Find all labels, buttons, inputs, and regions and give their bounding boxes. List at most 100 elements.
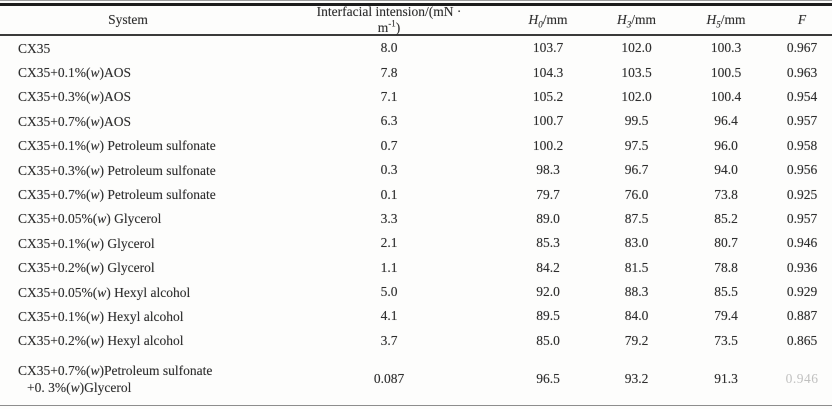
system-cell: CX35+0.1%(w)AOS [0, 64, 300, 81]
system-name-line1: CX35 [18, 40, 51, 56]
h5-cell: 80.7 [714, 235, 738, 251]
h0-cell: 92.0 [536, 284, 560, 300]
column-header-system: System [0, 12, 300, 28]
table-header-row: System Interfacial intension/(mN · m-1) … [0, 4, 832, 36]
h0-cell: 84.2 [536, 259, 560, 275]
tension-cell: 3.7 [380, 332, 398, 348]
h5-cell: 100.3 [710, 40, 742, 56]
h5-cell: 94.0 [714, 162, 738, 178]
h0-cell: 98.3 [536, 162, 560, 178]
f-cell: 0.956 [786, 162, 818, 178]
table-row: CX35+0.1%(w)AOS 7.8 104.3 103.5 100.5 0.… [0, 60, 832, 84]
f-cell: 0.936 [786, 259, 818, 275]
table-row: CX35+0.1%(w) Glycerol 2.1 85.3 83.0 80.7… [0, 231, 832, 255]
h5-cell: 96.4 [714, 113, 738, 129]
system-name-line1: CX35+0.2%(w) Glycerol [18, 260, 155, 276]
system-name-line1: CX35+0.3%(w)AOS [18, 89, 132, 105]
column-header-system-label: System [108, 12, 148, 27]
table-row: CX35+0.05%(w) Glycerol 3.3 89.0 87.5 85.… [0, 207, 832, 231]
tension-cell: 7.8 [380, 64, 398, 80]
h5-cell: 100.4 [710, 88, 742, 104]
tension-header-text: Interfacial intension/(mN · m [316, 4, 462, 35]
h3-cell: 88.3 [624, 284, 649, 300]
h0-variable: H [528, 12, 539, 27]
h0-cell: 96.5 [536, 371, 560, 387]
f-cell: 0.887 [786, 308, 818, 324]
h3-cell: 97.5 [624, 137, 649, 153]
column-header-h0: H0/mm [468, 12, 592, 30]
system-cell: CX35+0.7%(w)Petroleum sulfonate +0. 3%(w)… [0, 362, 300, 396]
h3-cell: 96.7 [624, 162, 649, 178]
h3-cell: 87.5 [624, 210, 649, 226]
system-cell: CX35+0.3%(w) Petroleum sulfonate [0, 162, 300, 179]
table-row: CX35+0.1%(w) Hexyl alcohol 4.1 89.5 84.0… [0, 304, 832, 328]
tension-cell: 3.3 [380, 210, 398, 226]
tension-cell: 0.7 [380, 137, 398, 153]
system-name-line1: CX35+0.3%(w) Petroleum sulfonate [18, 162, 216, 178]
h3-cell: 83.0 [624, 235, 649, 251]
h5-cell: 85.2 [714, 210, 738, 226]
system-cell: CX35 [0, 40, 300, 57]
h3-cell: 103.5 [621, 64, 652, 80]
f-cell: 0.865 [786, 332, 818, 348]
system-cell: CX35+0.7%(w) Petroleum sulfonate [0, 186, 300, 203]
tension-cell: 7.1 [380, 88, 398, 104]
h5-subscript: 5 [716, 19, 721, 30]
h3-variable: H [616, 12, 627, 27]
h3-subscript: 3 [626, 19, 632, 30]
h5-cell: 96.0 [714, 137, 738, 153]
h0-subscript: 0 [538, 19, 543, 30]
system-cell: CX35+0.1%(w) Petroleum sulfonate [0, 137, 300, 154]
tension-cell: 5.0 [380, 284, 398, 300]
h0-cell: 105.2 [532, 88, 564, 104]
top-thick-rule [0, 3, 832, 6]
table-row: CX35+0.05%(w) Hexyl alcohol 5.0 92.0 88.… [0, 280, 832, 304]
h0-cell: 85.3 [536, 235, 560, 251]
tension-cell: 4.1 [380, 308, 398, 324]
top-thin-rule [0, 0, 832, 1]
h3-cell: 102.0 [621, 40, 652, 56]
system-name-line1: CX35+0.7%(w)AOS [18, 113, 132, 129]
column-header-tension: Interfacial intension/(mN · m-1) [300, 4, 468, 36]
h3-cell: 99.5 [624, 113, 649, 129]
tension-cell: 0.087 [373, 371, 405, 387]
header-separator-rule [0, 34, 832, 36]
f-cell: 0.946 [785, 371, 819, 387]
table-row: CX35+0.2%(w) Hexyl alcohol 3.7 85.0 79.2… [0, 329, 832, 353]
h3-cell: 79.2 [624, 332, 649, 348]
system-name-line1: CX35+0.1%(w)AOS [18, 65, 132, 81]
table-row: CX35+0.7%(w)Petroleum sulfonate +0. 3%(w)… [0, 353, 832, 405]
h5-cell: 100.5 [710, 64, 742, 80]
tension-header-close-paren: ) [395, 20, 401, 35]
h0-cell: 104.3 [532, 64, 564, 80]
table-row: CX35+0.7%(w)AOS 6.3 100.7 99.5 96.4 0.95… [0, 109, 832, 133]
system-name-line1: CX35+0.05%(w) Glycerol [18, 211, 162, 227]
tension-header-superscript: -1 [388, 18, 396, 29]
h0-cell: 103.7 [532, 40, 564, 56]
h3-cell: 93.2 [624, 371, 649, 387]
f-cell: 0.957 [786, 210, 818, 226]
system-cell: CX35+0.1%(w) Hexyl alcohol [0, 308, 300, 325]
h0-cell: 79.7 [536, 186, 560, 202]
table-body: CX35 8.0 103.7 102.0 100.3 0.967 CX35+0.… [0, 36, 832, 405]
system-name-line2: +0. 3%(w)Glycerol [27, 380, 132, 396]
table-row: CX35+0.1%(w) Petroleum sulfonate 0.7 100… [0, 134, 832, 158]
h3-cell: 76.0 [624, 186, 649, 202]
system-cell: CX35+0.2%(w) Glycerol [0, 259, 300, 276]
h5-cell: 85.5 [714, 284, 738, 300]
f-cell: 0.967 [786, 40, 818, 56]
f-cell: 0.946 [786, 235, 818, 251]
system-cell: CX35+0.05%(w) Hexyl alcohol [0, 284, 300, 301]
h5-cell: 73.5 [714, 332, 738, 348]
system-name-line1: CX35+0.7%(w)Petroleum sulfonate [18, 363, 213, 379]
system-name-line1: CX35+0.1%(w) Glycerol [18, 235, 155, 251]
table-row: CX35+0.3%(w)AOS 7.1 105.2 102.0 100.4 0.… [0, 85, 832, 109]
f-cell: 0.925 [786, 186, 818, 202]
system-cell: CX35+0.7%(w)AOS [0, 113, 300, 130]
system-cell: CX35+0.2%(w) Hexyl alcohol [0, 332, 300, 349]
f-variable: F [797, 12, 807, 27]
table-row: CX35+0.3%(w) Petroleum sulfonate 0.3 98.… [0, 158, 832, 182]
tension-cell: 0.1 [380, 186, 398, 202]
column-header-f: F [764, 12, 832, 28]
